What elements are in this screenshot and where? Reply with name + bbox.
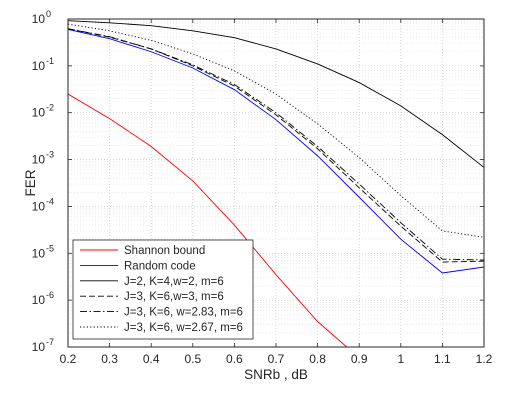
- legend-label-6: J=3, K=6, w=2.67, m=6: [124, 322, 243, 334]
- y-tick-label: 10: [32, 153, 46, 167]
- y-axis-label: FER: [23, 169, 38, 196]
- legend: Shannon bound Random code J=2, K=4,w=2, m=…: [72, 239, 254, 340]
- y-tick-exponent: -4: [46, 196, 54, 206]
- y-tick-label: 10: [32, 59, 46, 73]
- legend-label-2: Random code: [124, 260, 196, 272]
- x-tick-label: 0.8: [309, 352, 326, 366]
- legend-label-3: J=2, K=4,w=2, m=6: [124, 276, 224, 288]
- series-line-4: [68, 28, 484, 263]
- legend-box: [72, 239, 254, 340]
- y-tick-label: 10: [32, 246, 46, 260]
- x-tick-label: 0.3: [101, 352, 118, 366]
- y-tick-exponent: -3: [46, 150, 54, 160]
- y-tick-exponent: -6: [46, 290, 54, 300]
- y-tick-exponent: -7: [46, 337, 54, 347]
- x-tick-label: 1.2: [476, 352, 493, 366]
- legend-label-5: J=3, K=6, w=2.83, m=6: [124, 307, 243, 319]
- series-line-2: [68, 28, 484, 274]
- y-tick-label: 10: [32, 106, 46, 120]
- x-tick-label: 0.7: [268, 352, 285, 366]
- y-tick-label: 10: [32, 293, 46, 307]
- y-tick-exponent: -1: [46, 56, 54, 66]
- y-tick-label: 10: [32, 340, 46, 354]
- series-line-3: [68, 20, 484, 168]
- legend-label-4: J=3, K=6,w=3, m=6: [124, 291, 224, 303]
- series-line-6: [68, 23, 484, 238]
- x-tick-label: 0.9: [351, 352, 368, 366]
- x-tick-labels: 0.2 0.3 0.4 0.5 0.6 0.7 0.8 0.9 1 1.1 1.2: [60, 352, 493, 366]
- y-tick-exponent: -5: [46, 243, 54, 253]
- legend-label-1: Shannon bound: [124, 245, 205, 257]
- x-tick-label: 1: [397, 352, 404, 366]
- x-tick-label: 0.6: [226, 352, 243, 366]
- y-tick-exponent: 0: [46, 9, 51, 19]
- y-tick-exponent: -2: [46, 103, 54, 113]
- y-tick-label: 10: [32, 199, 46, 213]
- series-line-5: [68, 28, 484, 261]
- ticks: [67, 18, 485, 348]
- series-layer: [68, 20, 484, 347]
- x-axis-label: SNRb , dB: [244, 367, 308, 382]
- y-tick-label: 10: [32, 12, 46, 26]
- x-tick-label: 0.5: [184, 352, 201, 366]
- series-line-1: [68, 93, 348, 347]
- x-tick-label: 0.2: [60, 352, 77, 366]
- x-tick-label: 1.1: [434, 352, 451, 366]
- x-tick-label: 0.4: [143, 352, 160, 366]
